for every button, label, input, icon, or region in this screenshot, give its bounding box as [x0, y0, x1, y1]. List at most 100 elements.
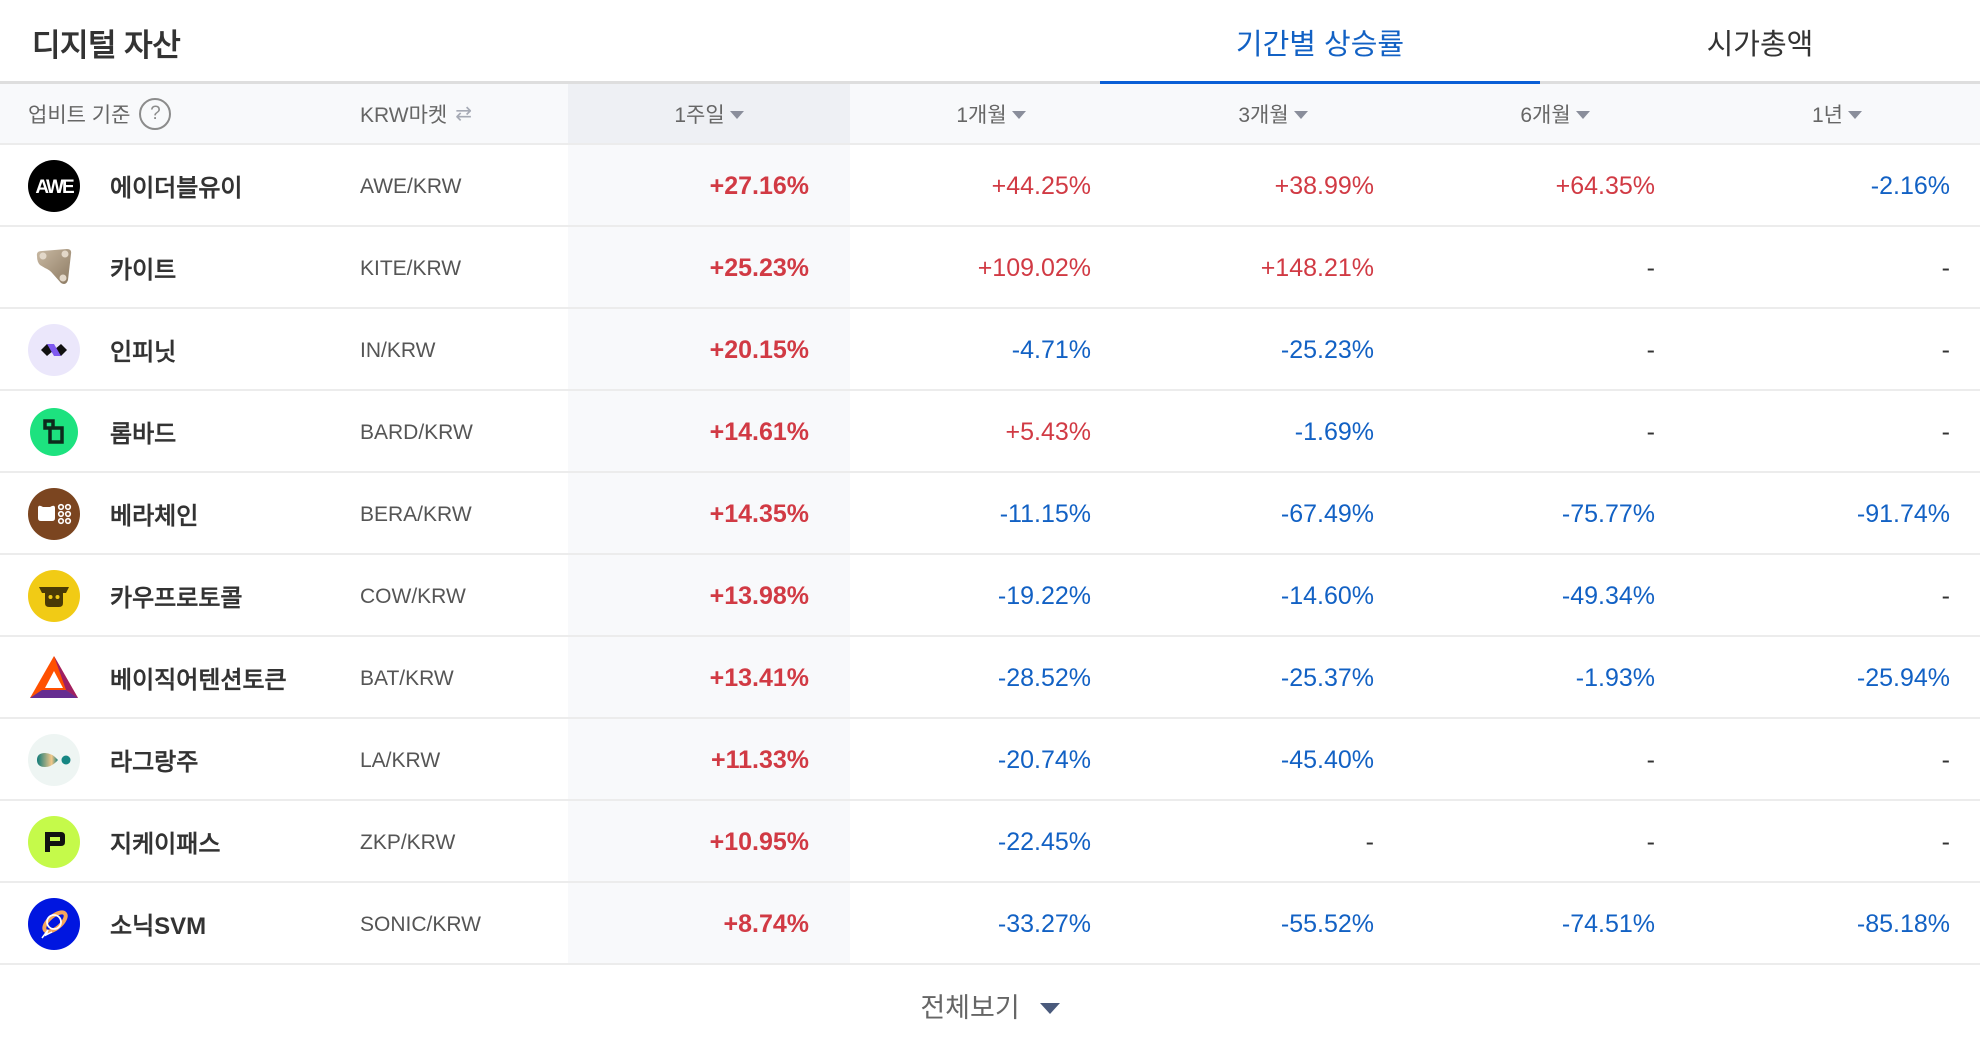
sort-down-icon: [1848, 110, 1862, 119]
change-3month: -45.40%: [1280, 745, 1374, 774]
change-1month: -22.45%: [997, 827, 1091, 856]
change-1week: +10.95%: [709, 827, 809, 856]
change-3month: +148.21%: [1260, 253, 1374, 282]
caret-down-icon: [1039, 1003, 1060, 1014]
table-row[interactable]: AWE 에이더블유이 AWE/KRW +27.16% +44.25% +38.9…: [0, 145, 1980, 227]
change-3month: -: [1365, 827, 1374, 856]
change-1year: -: [1941, 745, 1950, 774]
header-sort-1week[interactable]: 1주일: [568, 84, 850, 143]
header-sort-6month[interactable]: 6개월: [1414, 84, 1696, 143]
asset-name[interactable]: 라그랑주: [110, 748, 199, 776]
lagrange-logo-icon: [28, 734, 80, 786]
change-1month: +44.25%: [991, 171, 1091, 200]
change-3month: +38.99%: [1274, 171, 1374, 200]
swap-icon[interactable]: ⇄: [455, 103, 473, 125]
berachain-logo-icon: [28, 488, 80, 540]
table-row[interactable]: 인피닛 IN/KRW +20.15% -4.71% -25.23% - -: [0, 309, 1980, 391]
market-code: KITE/KRW: [360, 257, 462, 280]
market-code: BARD/KRW: [360, 421, 473, 444]
change-1month: +5.43%: [1005, 417, 1092, 446]
change-1week: +20.15%: [709, 335, 809, 364]
header-sort-3month[interactable]: 3개월: [1132, 84, 1414, 143]
change-1week: +25.23%: [709, 253, 809, 282]
change-6month: +64.35%: [1555, 171, 1655, 200]
asset-name[interactable]: 베이직어텐션토큰: [110, 666, 287, 694]
basis-label: 업비트 기준: [28, 103, 131, 127]
header-market[interactable]: KRW마켓 ⇄: [360, 84, 472, 143]
change-1week: +13.41%: [709, 663, 809, 692]
zkpass-logo-icon: [28, 816, 80, 868]
change-6month: -: [1646, 745, 1655, 774]
kite-logo-icon: [28, 242, 80, 294]
change-3month: -25.23%: [1280, 335, 1374, 364]
change-3month: -67.49%: [1280, 499, 1374, 528]
sort-down-icon: [1293, 110, 1308, 119]
asset-name[interactable]: 지케이패스: [110, 830, 221, 858]
change-1year: -91.74%: [1856, 499, 1950, 528]
change-6month: -: [1646, 335, 1655, 364]
header-sort-1year[interactable]: 1년: [1696, 84, 1978, 143]
header-basis: 업비트 기준 ?: [28, 84, 172, 143]
asset-name[interactable]: 소닉SVM: [110, 912, 207, 940]
change-1year: -: [1941, 417, 1950, 446]
change-3month: -25.37%: [1280, 663, 1374, 692]
tab-market-cap[interactable]: 시가총액: [1540, 0, 1980, 84]
period-label: 3개월: [1238, 103, 1289, 127]
change-3month: -14.60%: [1280, 581, 1374, 610]
change-1year: -25.94%: [1856, 663, 1950, 692]
asset-name[interactable]: 카이트: [110, 256, 177, 284]
table-row[interactable]: 카우프로토콜 COW/KRW +13.98% -19.22% -14.60% -…: [0, 555, 1980, 637]
change-1year: -2.16%: [1870, 171, 1950, 200]
market-code: ZKP/KRW: [360, 831, 456, 854]
bat-logo-icon: [28, 652, 80, 704]
market-code: LA/KRW: [360, 749, 441, 772]
tab-label: 시가총액: [1706, 29, 1814, 61]
tab-period-return[interactable]: 기간별 상승률: [1100, 0, 1540, 87]
tab-label: 기간별 상승률: [1235, 29, 1405, 61]
market-code: BERA/KRW: [360, 503, 472, 526]
svg-text:AWE: AWE: [35, 177, 74, 198]
sort-down-icon: [729, 110, 744, 119]
table-row[interactable]: 베이직어텐션토큰 BAT/KRW +13.41% -28.52% -25.37%…: [0, 637, 1980, 719]
change-1week: +13.98%: [709, 581, 809, 610]
change-1year: -85.18%: [1856, 909, 1950, 938]
sort-down-icon: [1011, 110, 1026, 119]
cow-protocol-logo-icon: [28, 570, 80, 622]
page-title: 디지털 자산: [32, 28, 181, 63]
table-row[interactable]: 지케이패스 ZKP/KRW +10.95% -22.45% - - -: [0, 801, 1980, 883]
header-sort-1month[interactable]: 1개월: [850, 84, 1132, 143]
table-row[interactable]: 롬바드 BARD/KRW +14.61% +5.43% -1.69% - -: [0, 391, 1980, 473]
asset-name[interactable]: 에이더블유이: [110, 174, 243, 202]
table-row[interactable]: 소닉SVM SONIC/KRW +8.74% -33.27% -55.52% -…: [0, 883, 1980, 965]
period-label: 1개월: [956, 103, 1007, 127]
table-row[interactable]: 라그랑주 LA/KRW +11.33% -20.74% -45.40% - -: [0, 719, 1980, 801]
change-1year: -: [1941, 253, 1950, 282]
change-1week: +8.74%: [723, 909, 810, 938]
asset-name[interactable]: 롬바드: [110, 420, 177, 448]
asset-name[interactable]: 베라체인: [110, 502, 199, 530]
change-1year: -: [1941, 335, 1950, 364]
view-all-button[interactable]: 전체보기: [0, 965, 1980, 1046]
period-label: 1주일: [674, 103, 725, 127]
sort-down-icon: [1575, 110, 1590, 119]
table-row[interactable]: 카이트 KITE/KRW +25.23% +109.02% +148.21% -…: [0, 227, 1980, 309]
awe-logo-icon: AWE: [28, 160, 80, 212]
change-1week: +14.61%: [709, 417, 809, 446]
market-code: IN/KRW: [360, 339, 436, 362]
help-icon[interactable]: ?: [139, 97, 172, 130]
change-6month: -74.51%: [1561, 909, 1655, 938]
asset-name[interactable]: 카우프로토콜: [110, 584, 243, 612]
table-header: 업비트 기준 ? KRW마켓 ⇄ 1주일 1개월 3개월 6개월 1년: [0, 84, 1980, 145]
view-all-label: 전체보기: [920, 993, 1020, 1023]
market-code: AWE/KRW: [360, 175, 462, 198]
change-6month: -49.34%: [1561, 581, 1655, 610]
change-1year: -: [1941, 581, 1950, 610]
sonic-svm-logo-icon: [28, 898, 80, 950]
table-row[interactable]: 베라체인 BERA/KRW +14.35% -11.15% -67.49% -7…: [0, 473, 1980, 555]
change-1year: -: [1941, 827, 1950, 856]
asset-name[interactable]: 인피닛: [110, 338, 177, 366]
sorted-column-highlight: [568, 145, 850, 965]
change-1month: -28.52%: [997, 663, 1091, 692]
change-6month: -: [1646, 827, 1655, 856]
change-6month: -1.93%: [1575, 663, 1655, 692]
